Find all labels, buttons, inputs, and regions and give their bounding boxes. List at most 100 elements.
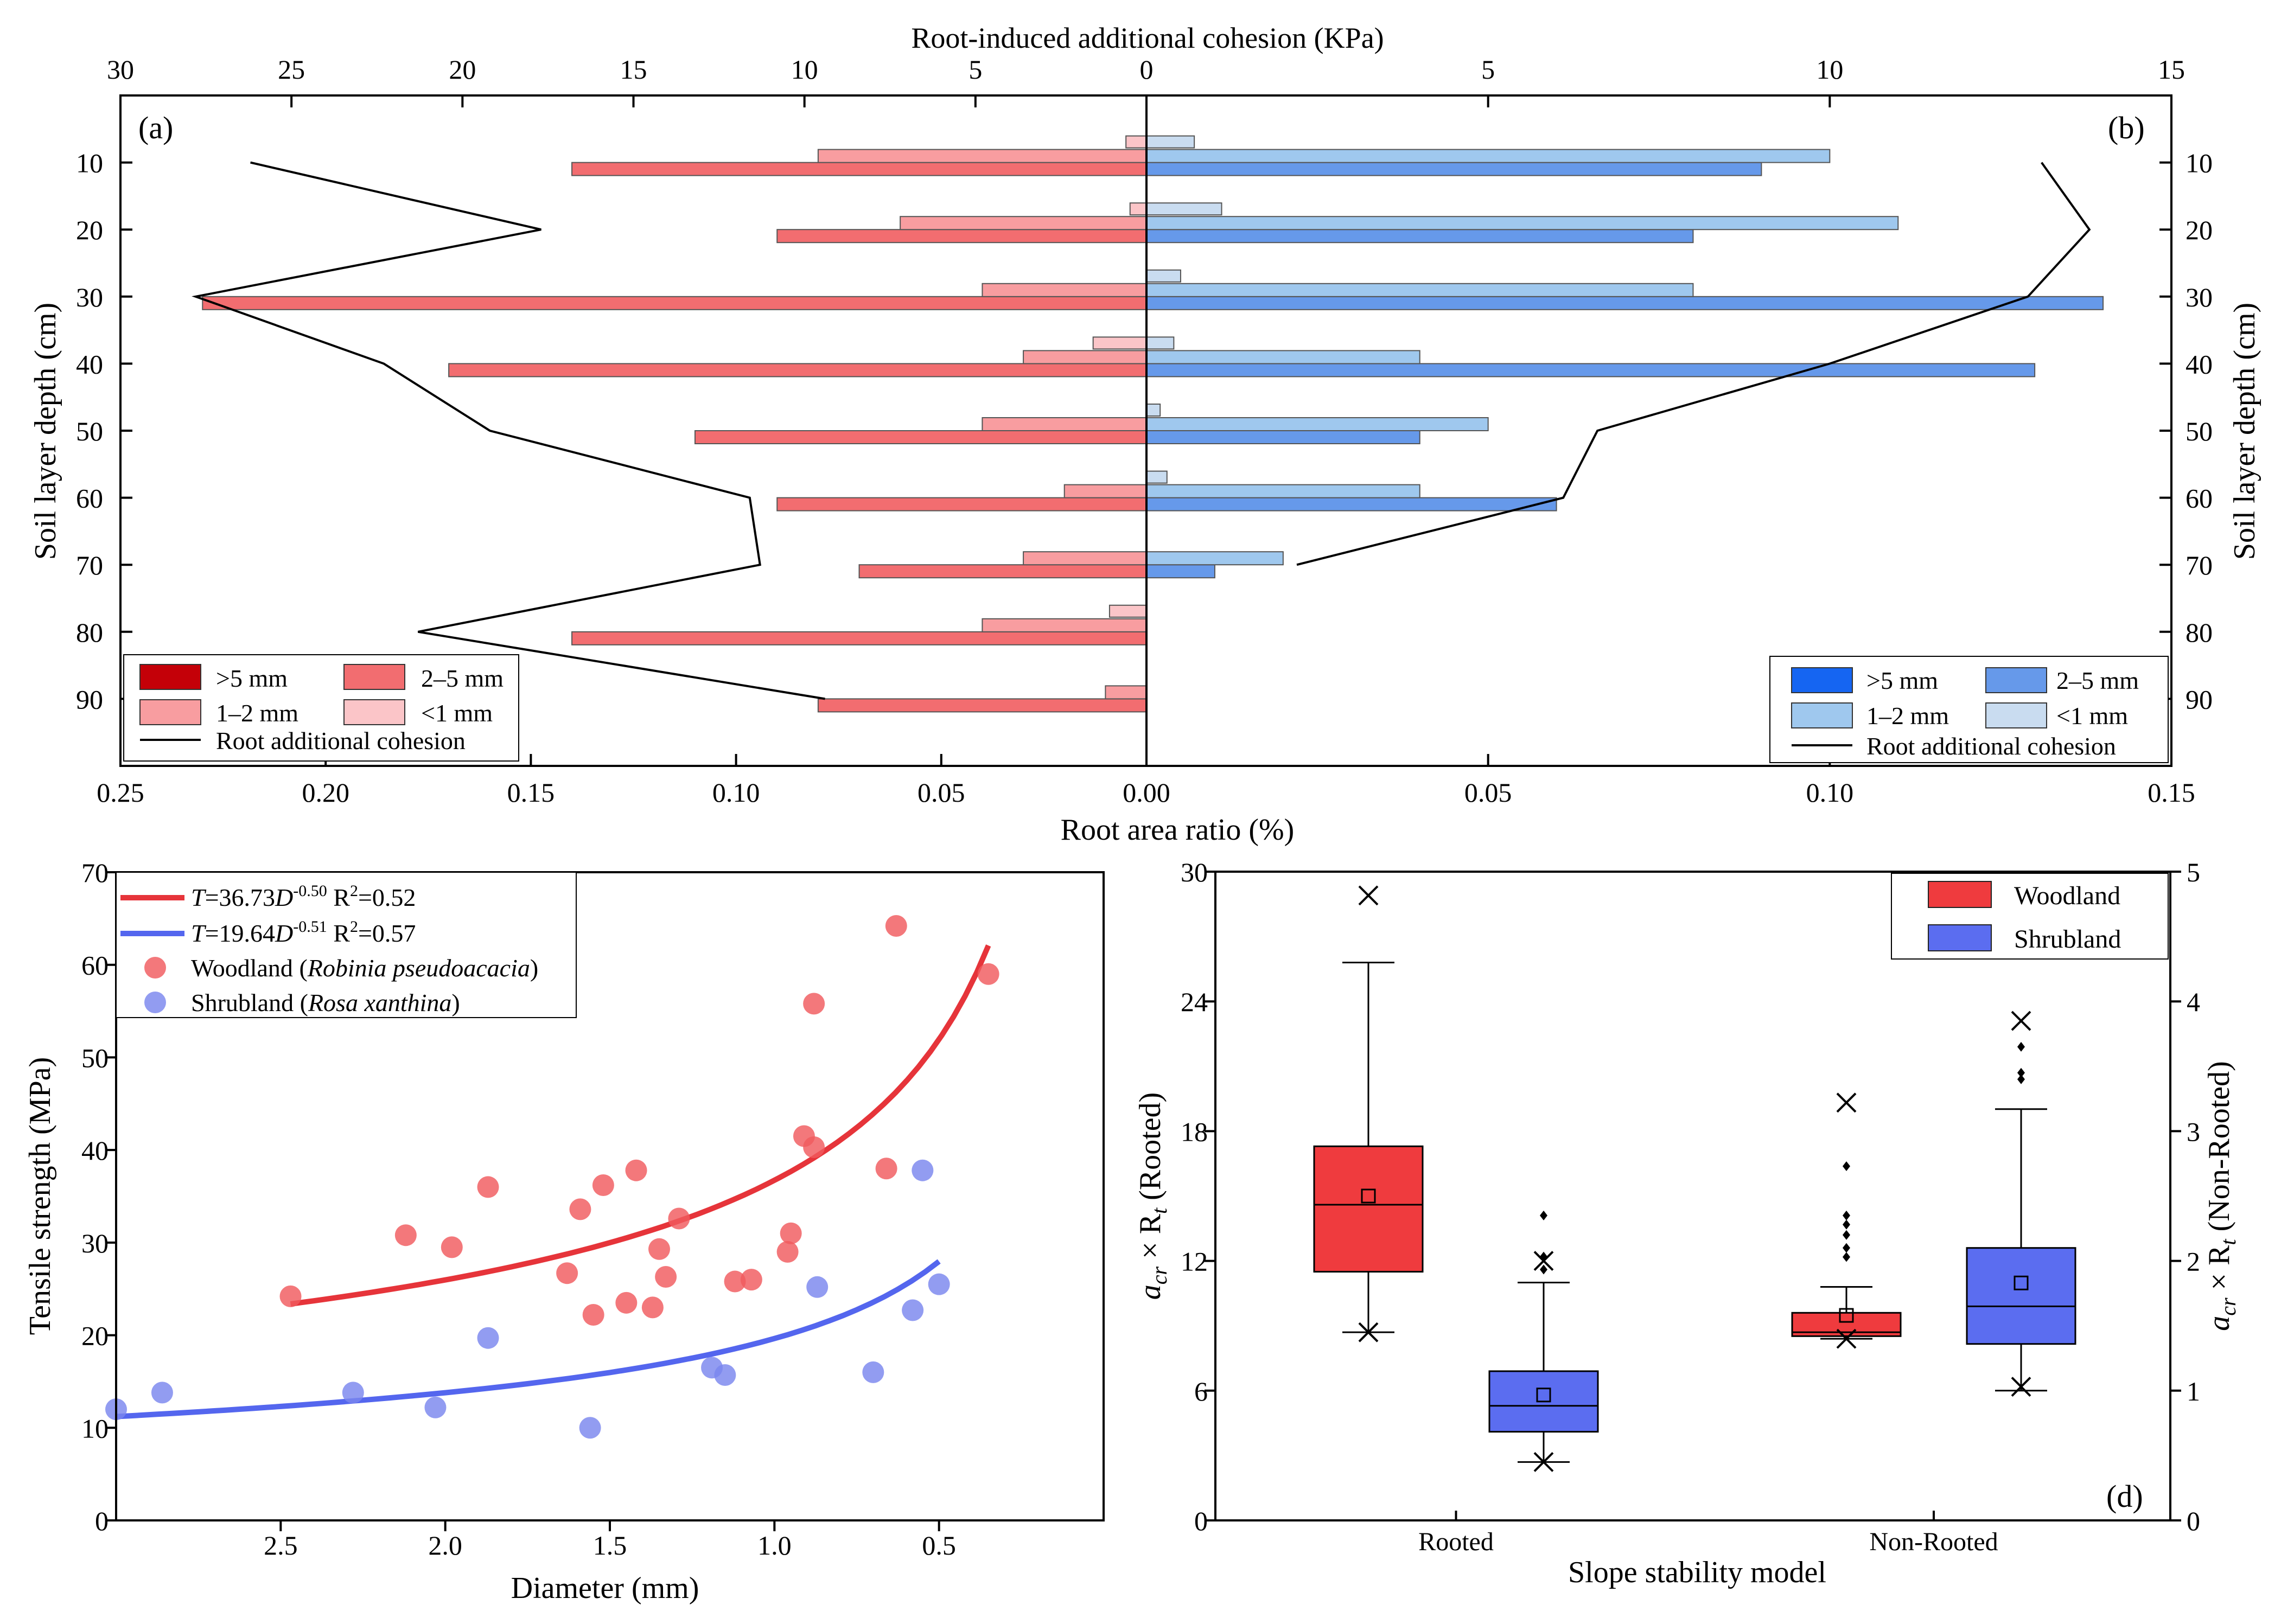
tick-label: 1.0 [757, 1530, 792, 1561]
tick-label: 1 [2187, 1376, 2200, 1406]
tick-label: 18 [1181, 1116, 1208, 1147]
bar-woodland [982, 618, 1147, 632]
tick-label: 40 [76, 349, 103, 379]
bars-woodland [202, 135, 1148, 713]
point-woodland [740, 1269, 762, 1291]
outlier-marker [2017, 1074, 2025, 1084]
outlier-marker [1843, 1161, 1850, 1171]
x-axis-title-d: Slope stability model [1568, 1556, 1826, 1589]
point-shrubland [806, 1276, 829, 1298]
bar-shrubland [1146, 350, 1420, 365]
tick-label: 10 [791, 54, 818, 85]
tick-label: 60 [76, 483, 103, 514]
legend-swatch [1985, 667, 2047, 693]
point-shrubland [714, 1364, 736, 1386]
bar-woodland [1125, 135, 1147, 149]
tick-label: 0.05 [918, 777, 965, 808]
bar-shrubland [1146, 417, 1489, 431]
bar-woodland [448, 363, 1147, 378]
point-woodland [592, 1174, 614, 1197]
bar-shrubland [1146, 484, 1420, 498]
point-shrubland [342, 1382, 364, 1404]
bar-shrubland [1146, 202, 1222, 216]
bar-shrubland [1146, 363, 2036, 378]
tick-label: 24 [1181, 987, 1208, 1017]
legend-label: 1–2 mm [216, 699, 298, 727]
bar-woodland [1129, 202, 1147, 216]
tick-label: 10 [2186, 148, 2213, 178]
tick-label: 2.5 [264, 1530, 298, 1561]
outlier-marker [1843, 1252, 1850, 1262]
mean-marker [1536, 1388, 1551, 1403]
bar-shrubland [1146, 497, 1557, 512]
point-woodland [885, 915, 907, 937]
extreme-marker [1836, 1328, 1857, 1349]
tick-label: 20 [81, 1321, 109, 1351]
legend-swatch [1985, 702, 2047, 728]
tick-label: 10 [1816, 54, 1843, 85]
legend-marker [144, 992, 166, 1013]
tick-label: 20 [76, 215, 103, 245]
outlier-marker [2017, 1067, 2025, 1078]
legend-label: <1 mm [2056, 702, 2128, 730]
tick-label: 2.0 [428, 1530, 462, 1561]
tick-label: 0.05 [1464, 777, 1512, 808]
tick-label: 80 [76, 617, 103, 648]
tick-label: 0.25 [97, 777, 144, 808]
tick-label: 40 [2186, 349, 2213, 379]
legend-label: 1–2 mm [1866, 702, 1949, 730]
tick-label: 0 [95, 1506, 109, 1536]
mean-marker [1839, 1308, 1854, 1323]
tick-label: 30 [2186, 282, 2213, 312]
bar-woodland [1023, 551, 1147, 566]
point-shrubland [902, 1299, 924, 1321]
x-axis-ticks-d: Rooted Non-Rooted [1418, 1511, 1998, 1556]
tick-label: 3 [2187, 1116, 2200, 1147]
legend-swatch [1928, 881, 1992, 908]
legend-swatch [1791, 702, 1853, 728]
point-shrubland [912, 1159, 934, 1181]
legend-equation-shrubland: T=19.64D-0.51 R2=0.57 [191, 918, 416, 947]
y-axis-title-right: Soil layer depth (cm) [2228, 303, 2261, 560]
outlier-marker [1843, 1230, 1850, 1240]
bar-woodland [817, 149, 1147, 163]
point-woodland [803, 1136, 825, 1159]
y-axis-ticks-left-d: 0 6 12 18 24 30 [1181, 857, 1215, 1536]
bar-shrubland [1146, 430, 1420, 444]
scatter-panel: 2.5 2.0 1.5 1.0 0.5 0 10 20 30 40 50 60 70 Diameter… [23, 858, 1105, 1605]
point-woodland [648, 1238, 670, 1260]
tick-label: 0 [1194, 1506, 1208, 1536]
tick-label: 0.00 [1123, 777, 1170, 808]
legend-c: T=36.73D-0.50 R2=0.52 T=19.64D-0.51 R2=0… [116, 872, 577, 1018]
top-axis-title: Root-induced additional cohesion (KPa) [911, 22, 1384, 54]
legend-label: >5 mm [1866, 667, 1938, 694]
bar-woodland [1092, 336, 1147, 350]
point-woodland [279, 1285, 302, 1307]
point-woodland [875, 1158, 897, 1180]
bar-woodland [1105, 685, 1147, 700]
tick-label: 2 [2187, 1246, 2200, 1277]
legend-label: 2–5 mm [2056, 667, 2139, 694]
cohesion-line-woodland [192, 161, 825, 700]
bar-woodland [900, 216, 1148, 231]
cohesion-line-shrubland [1296, 162, 2091, 566]
tick-label: 60 [2186, 483, 2213, 514]
extreme-marker [1533, 1452, 1554, 1472]
outlier-marker [1540, 1210, 1547, 1220]
point-shrubland [424, 1396, 447, 1418]
legend-label: Root additional cohesion [216, 727, 466, 755]
y-axis-title-right-d: acr × Rt (Non-Rooted) [2202, 1061, 2240, 1331]
extreme-marker [2011, 1377, 2031, 1397]
extreme-marker [1358, 885, 1379, 906]
tick-label: 25 [278, 54, 305, 85]
bar-shrubland [1146, 564, 1215, 579]
legend-a: >5 mm 2–5 mm 1–2 mm <1 mm Root additiona… [123, 654, 519, 762]
bar-shrubland [1146, 149, 1831, 163]
point-woodland [569, 1198, 591, 1220]
tick-label: 1.5 [593, 1530, 627, 1561]
bar-shrubland [1146, 135, 1195, 149]
y-axis-title-left: Soil layer depth (cm) [29, 303, 62, 560]
legend-swatch [343, 664, 405, 690]
tick-label: 10 [76, 148, 103, 178]
tick-label: 12 [1181, 1246, 1208, 1277]
